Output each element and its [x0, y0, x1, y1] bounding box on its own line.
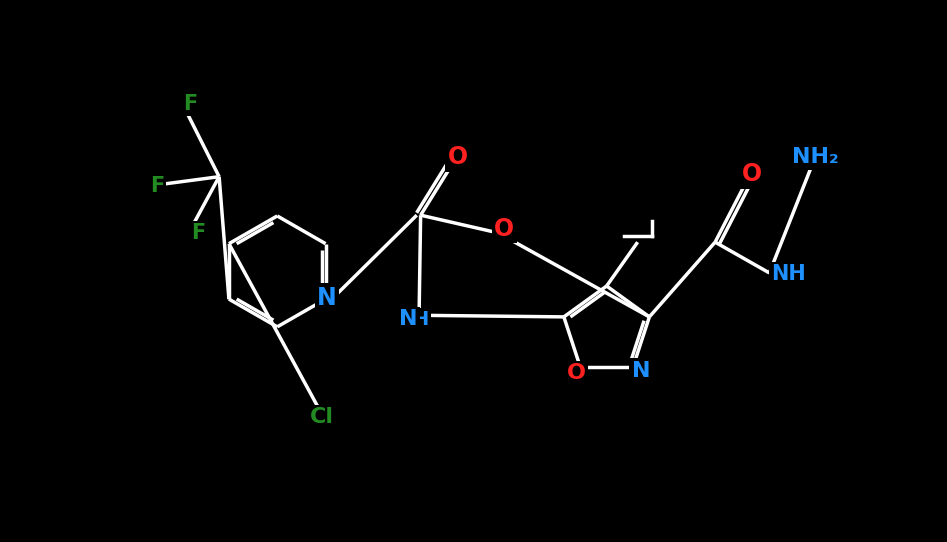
Text: Cl: Cl: [311, 407, 334, 427]
Text: N: N: [399, 309, 418, 329]
Text: NH₂: NH₂: [793, 147, 839, 167]
Text: O: O: [742, 163, 762, 186]
Text: F: F: [150, 176, 164, 196]
Text: H: H: [413, 309, 429, 328]
Text: NH: NH: [771, 264, 806, 285]
Text: N: N: [317, 286, 337, 309]
Text: O: O: [494, 217, 514, 241]
Text: F: F: [184, 94, 198, 113]
Text: O: O: [448, 145, 468, 170]
Text: O: O: [567, 363, 586, 383]
Text: N: N: [632, 360, 650, 380]
Text: F: F: [191, 223, 205, 243]
